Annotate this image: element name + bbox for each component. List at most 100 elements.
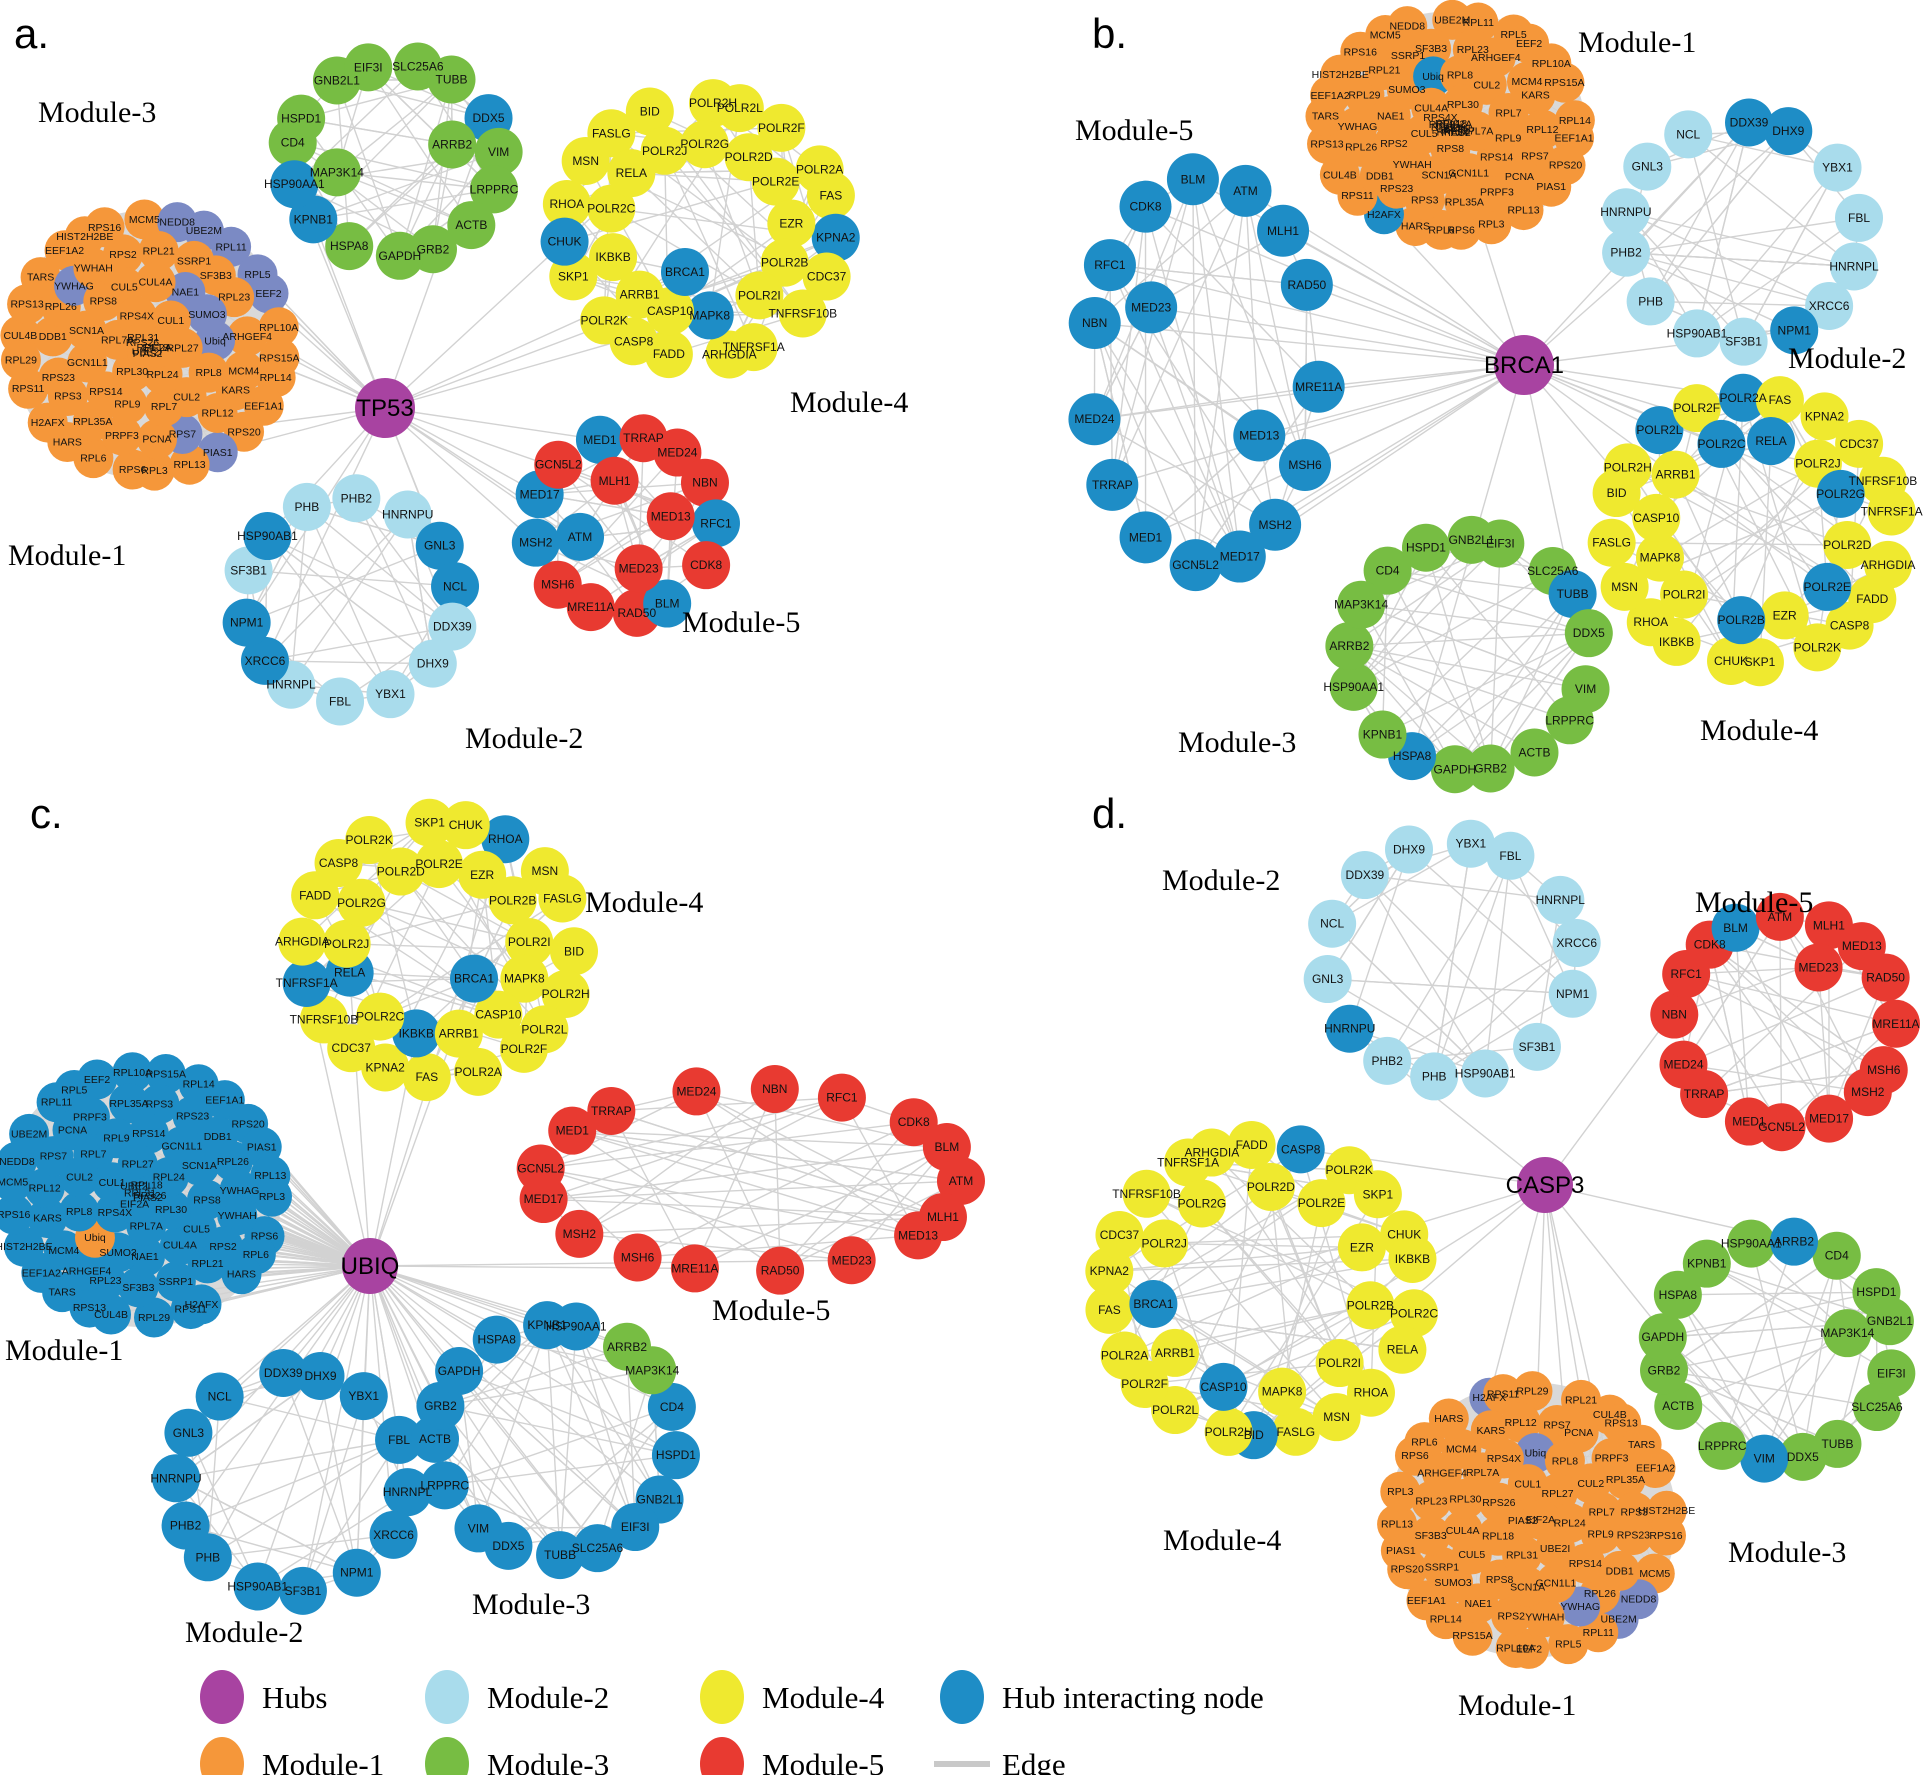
edge bbox=[348, 143, 453, 247]
node-label: RPS26 bbox=[1431, 121, 1464, 133]
node-label: ARRB2 bbox=[432, 137, 472, 151]
edge bbox=[596, 1370, 653, 1549]
node-label: RPL7 bbox=[151, 401, 177, 413]
node-POLR2B bbox=[1717, 596, 1766, 645]
node-label: RPL13 bbox=[254, 1170, 286, 1182]
node-label: RPL5 bbox=[61, 1084, 87, 1096]
node-label: UBE2I bbox=[1540, 1543, 1570, 1555]
node-PHB bbox=[1410, 1052, 1459, 1101]
node-MSH6 bbox=[1279, 439, 1332, 492]
edge bbox=[637, 1121, 915, 1259]
node-label: MLH1 bbox=[1267, 224, 1299, 238]
edge bbox=[207, 1439, 400, 1558]
node-label: RPL18 bbox=[137, 342, 169, 354]
node-MSH2 bbox=[1249, 498, 1302, 551]
node-label: TUBB bbox=[544, 1548, 576, 1562]
node-label: ARRB1 bbox=[620, 288, 660, 302]
edge bbox=[1201, 1203, 1341, 1364]
panel-letter-a: a. bbox=[14, 10, 49, 57]
node-MAP3K14 bbox=[1823, 1309, 1872, 1358]
node-DHX9 bbox=[296, 1351, 345, 1400]
node-GCN1L1 bbox=[67, 342, 108, 383]
node-FBL bbox=[375, 1415, 424, 1464]
node-label: POLR2D bbox=[1823, 538, 1871, 552]
edge bbox=[571, 1130, 781, 1272]
node-label: BLM bbox=[655, 597, 680, 611]
edge bbox=[185, 1439, 400, 1527]
node-CASP10 bbox=[1632, 493, 1681, 542]
edge bbox=[355, 497, 453, 627]
node-label: RPL23 bbox=[218, 292, 250, 304]
node-label: Ubiq bbox=[84, 1232, 106, 1244]
node-POLR2J bbox=[640, 126, 689, 175]
node-ACTB bbox=[1510, 728, 1559, 777]
node-MAPK8 bbox=[1258, 1367, 1307, 1416]
node-label: H2AFX bbox=[185, 1299, 219, 1311]
edge bbox=[207, 1534, 394, 1558]
node-label: DDB1 bbox=[204, 1131, 232, 1143]
node-label: MED13 bbox=[651, 509, 691, 523]
node-label: PHB bbox=[1422, 1069, 1447, 1083]
hub-edge bbox=[384, 314, 710, 409]
node-label: HNRNPL bbox=[266, 678, 316, 692]
node-label: RHOA bbox=[1633, 615, 1668, 629]
node-PRPF3 bbox=[1476, 172, 1517, 213]
node-label: BLM bbox=[1181, 172, 1206, 186]
edge bbox=[257, 1491, 408, 1588]
node-label: RPS4X bbox=[1487, 1453, 1521, 1465]
edge bbox=[1244, 190, 1306, 466]
node-label: MAPK8 bbox=[504, 972, 545, 986]
node-DDX39 bbox=[259, 1348, 308, 1397]
node-label: POLR2E bbox=[752, 175, 799, 189]
edge bbox=[1327, 978, 1486, 1075]
node-TNFRSF10B bbox=[778, 289, 827, 338]
node-label: EIF2A bbox=[142, 342, 171, 354]
node-label: POLR2A bbox=[1719, 391, 1766, 405]
node-label: CUL4B bbox=[1593, 1409, 1627, 1421]
node-HNRNPL bbox=[1536, 875, 1585, 924]
node-POLR2F bbox=[499, 1024, 548, 1073]
hub-edge bbox=[1145, 206, 1525, 366]
node-label: PHB2 bbox=[170, 1519, 202, 1533]
node-label: MAPK8 bbox=[1262, 1385, 1303, 1399]
node-label: RPS8 bbox=[90, 296, 118, 308]
module-label-module-3: Module-3 bbox=[472, 1588, 590, 1621]
node-RPL35A bbox=[1605, 1459, 1646, 1500]
node-NBN bbox=[1068, 297, 1121, 350]
node-label: ARRB2 bbox=[607, 1340, 647, 1354]
hub-edge bbox=[384, 241, 566, 409]
node-label: SUMO3 bbox=[1388, 84, 1426, 96]
node-label: BID bbox=[1244, 1428, 1264, 1442]
node-label: HARS bbox=[1434, 1413, 1463, 1425]
node-label: CUL5 bbox=[183, 1223, 210, 1235]
edge bbox=[1802, 1255, 1838, 1457]
node-label: RPL11 bbox=[1583, 1627, 1614, 1639]
node-label: CHUK bbox=[548, 235, 582, 249]
node-label: KPNB1 bbox=[1687, 1257, 1727, 1271]
node-RPS4X bbox=[1483, 1438, 1524, 1479]
node-label: RPS3 bbox=[146, 1099, 174, 1111]
node-label: CUL4B bbox=[94, 1309, 128, 1321]
node-PHB2 bbox=[1363, 1036, 1412, 1085]
node-CHUK bbox=[1707, 636, 1756, 685]
edge bbox=[543, 1096, 843, 1200]
legend-swatch-module-1 bbox=[200, 1737, 244, 1775]
edge bbox=[1211, 1152, 1371, 1306]
node-label: HIST2H2BE bbox=[56, 231, 113, 243]
node-EEF1A2 bbox=[1635, 1447, 1676, 1488]
hub-edge bbox=[369, 1265, 400, 1441]
node-HSPD1 bbox=[277, 94, 326, 143]
edge bbox=[1387, 569, 1590, 634]
node-label: BID bbox=[640, 105, 660, 119]
edge bbox=[1281, 1202, 1323, 1392]
node-label: EIF3I bbox=[1486, 537, 1515, 551]
node-label: CUL1 bbox=[157, 315, 184, 327]
node-label: POLR2J bbox=[324, 937, 369, 951]
module-label-module-4: Module-4 bbox=[585, 886, 703, 919]
node-label: PRPF3 bbox=[105, 430, 139, 442]
node-GRB2 bbox=[1466, 744, 1515, 793]
node-label: SCN1A bbox=[69, 325, 104, 337]
node-NBN bbox=[750, 1065, 799, 1114]
node-label: MRE11A bbox=[1295, 380, 1342, 394]
